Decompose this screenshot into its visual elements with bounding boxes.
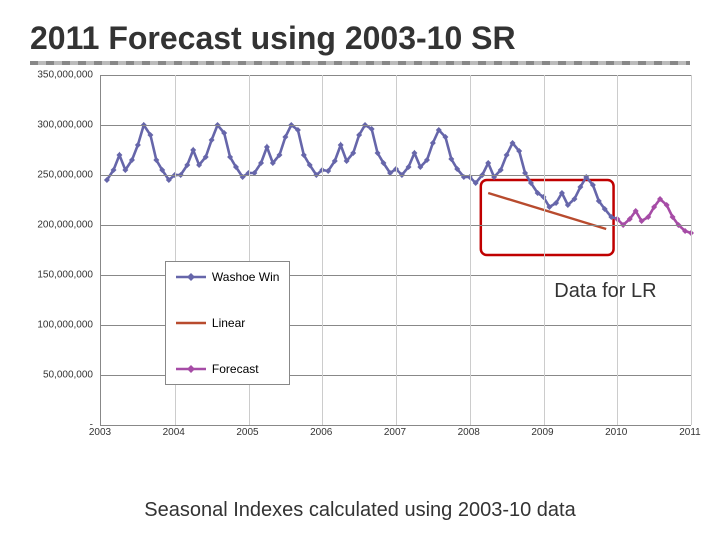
y-tick-label: 100,000,000 [37, 320, 93, 331]
x-tick-label: 2011 [679, 427, 701, 438]
x-tick-label: 2004 [163, 427, 185, 438]
title-underline [30, 61, 690, 65]
y-tick-label: 200,000,000 [37, 220, 93, 231]
y-tick-label: 250,000,000 [37, 170, 93, 181]
legend-item: Linear [176, 314, 280, 332]
y-tick-label: 150,000,000 [37, 270, 93, 281]
legend-label: Forecast [212, 362, 259, 376]
x-tick-label: 2009 [531, 427, 553, 438]
data-for-lr-label: Data for LR [554, 280, 656, 303]
forecast-chart: -50,000,000100,000,000150,000,000200,000… [30, 75, 690, 445]
x-tick-label: 2006 [310, 427, 332, 438]
page-title: 2011 Forecast using 2003-10 SR [30, 20, 690, 57]
x-tick-label: 2005 [236, 427, 258, 438]
series-linear [488, 193, 606, 229]
legend-item: Forecast [176, 360, 280, 378]
caption: Seasonal Indexes calculated using 2003-1… [0, 499, 720, 522]
y-tick-label: 50,000,000 [43, 370, 93, 381]
legend-label: Linear [212, 316, 245, 330]
legend-item: Washoe Win [176, 268, 280, 286]
x-tick-label: 2003 [89, 427, 111, 438]
y-tick-label: 350,000,000 [37, 70, 93, 81]
x-tick-label: 2008 [458, 427, 480, 438]
x-tick-label: 2010 [605, 427, 627, 438]
highlight-box [481, 180, 614, 255]
chart-legend: Washoe Win Linear Forecast [165, 261, 291, 385]
y-tick-label: 300,000,000 [37, 120, 93, 131]
series-washoe-win [107, 125, 617, 219]
legend-label: Washoe Win [212, 270, 280, 284]
x-tick-label: 2007 [384, 427, 406, 438]
